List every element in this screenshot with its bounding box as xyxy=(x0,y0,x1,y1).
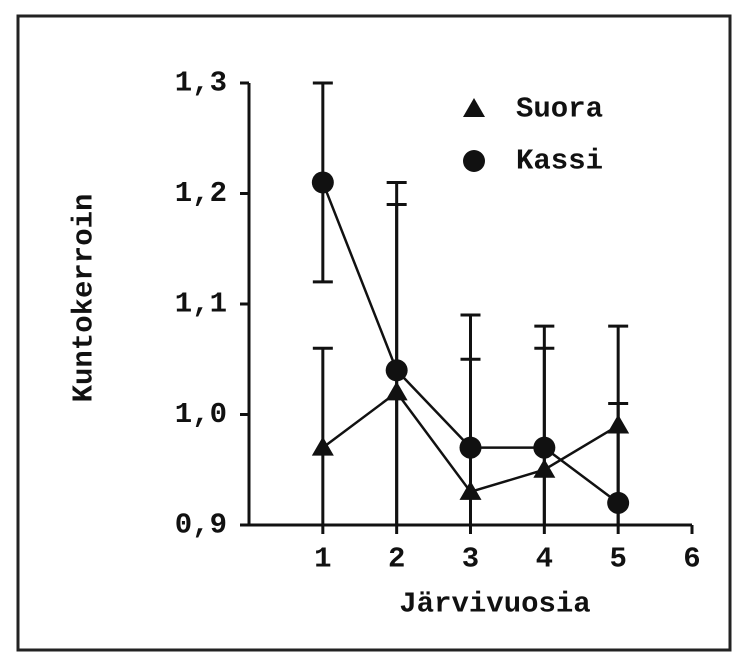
plot-area xyxy=(312,81,629,525)
triangle-marker xyxy=(385,381,408,401)
x-tick-label: 5 xyxy=(609,543,626,576)
y-tick-label: 1,3 xyxy=(175,67,227,100)
triangle-marker xyxy=(607,414,630,434)
x-tick-label: 2 xyxy=(388,543,405,576)
legend-marker xyxy=(463,98,485,117)
triangle-marker xyxy=(459,480,482,500)
y-tick-label: 1,0 xyxy=(175,398,227,431)
y-axis-label: Kuntokerroin xyxy=(68,194,101,403)
circle-marker xyxy=(607,491,630,514)
x-tick-label: 1 xyxy=(314,543,331,576)
x-tick-label: 3 xyxy=(462,543,479,576)
y-tick-label: 0,9 xyxy=(175,509,227,542)
x-tick-label: 6 xyxy=(683,543,700,576)
triangle-marker xyxy=(311,436,334,456)
legend-label: Suora xyxy=(516,93,603,126)
legend-label: Kassi xyxy=(516,145,603,178)
triangle-marker xyxy=(533,458,556,478)
circle-marker xyxy=(311,171,334,194)
circle-marker xyxy=(533,436,556,459)
y-tick-label: 1,2 xyxy=(175,177,227,210)
x-tick-label: 4 xyxy=(536,543,553,576)
frame xyxy=(16,14,732,652)
circle-marker xyxy=(459,436,482,459)
legend-marker xyxy=(463,150,485,172)
x-axis-label: Järvivuosia xyxy=(399,588,590,621)
y-tick-label: 1,1 xyxy=(175,288,227,321)
circle-marker xyxy=(385,359,408,382)
